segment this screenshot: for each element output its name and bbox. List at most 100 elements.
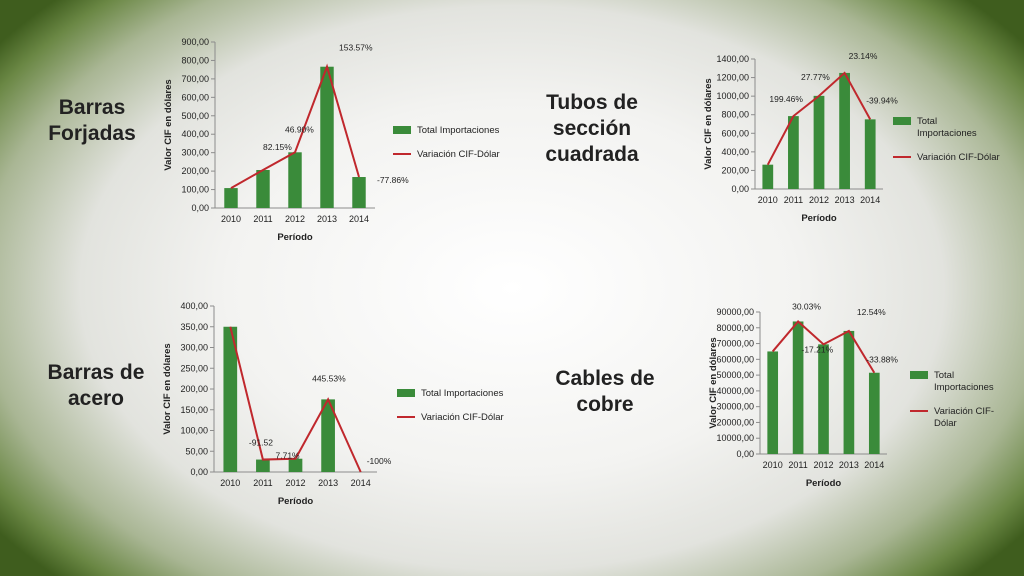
x-tick-label: 2010 [763,460,783,470]
y-tick-label: 80000,00 [716,323,754,333]
bar [352,177,366,208]
chart-barras-forjadas: 0,00 100,00 200,00 300,00 400,00 500,00 600,00… [163,37,500,243]
x-axis-title: Período [801,213,837,224]
legend-label: Variación CIF- [934,406,994,417]
y-tick-label: 350,00 [180,322,208,332]
bar [256,170,270,208]
bar [864,119,876,189]
x-tick-label: 2011 [253,478,272,488]
y-tick-label: 50000,00 [716,370,754,380]
y-tick-label: 900,00 [181,37,209,47]
bar [843,330,855,454]
x-tick-label: 2014 [864,460,884,470]
data-label: 46.90% [285,124,314,134]
data-label: 12.54% [857,307,886,317]
legend-swatch-bar [393,126,411,134]
chart-tubos-seccion-cuadrada: 0,00 200,00 400,00 600,00 800,00 1000,00 1200,… [703,51,1000,224]
bar [813,95,825,189]
line-series [771,320,876,374]
data-label: 445.53% [312,373,346,383]
bar [320,66,334,209]
data-label: 23.14% [849,51,878,61]
label-tubos-seccion-cuadrada: Tubos de sección cuadrada [545,91,639,166]
y-tick-label: 100,00 [181,185,209,195]
legend-label: Variación CIF-Dólar [417,149,500,160]
x-tick-label: 2013 [317,214,337,224]
y-tick-label: 1000,00 [716,91,749,101]
y-tick-label: 200,00 [180,384,208,394]
x-tick-label: 2014 [349,214,369,224]
legend-swatch-bar [397,389,415,397]
y-tick-label: 0,00 [736,449,754,459]
data-label: 199.46% [769,94,803,104]
x-tick-label: 2012 [809,195,829,205]
data-label: -77.86% [377,175,409,185]
bar [288,152,302,208]
label-cables-de-cobre: Cables de cobre [555,367,655,416]
y-tick-label: 1200,00 [716,73,749,83]
y-tick-label: 200,00 [181,166,209,176]
legend-label: Variación CIF-Dólar [917,152,1000,163]
legend-label: Importaciones [917,128,977,139]
bar [818,344,829,454]
data-label: 27.77% [801,72,830,82]
legend-label: Total Importaciones [417,125,500,136]
y-axis-title: Valor CIF en dólares [162,343,173,434]
y-axis-title: Valor CIF en dólares [163,79,174,170]
y-tick-label: 100,00 [180,426,208,436]
y-tick-label: 0,00 [191,203,209,213]
x-tick-label: 2012 [285,214,305,224]
line-series [766,71,872,166]
bar [256,459,270,472]
legend-swatch-bar [893,117,911,125]
y-axis-title: Valor CIF en dólares [708,337,719,428]
legend-label: Total [917,116,937,127]
legend-label: Total Importaciones [421,388,504,399]
chart-cables-de-cobre: 0,00 10000,00 20000,00 30000,00 40000,00 5000… [708,301,994,489]
x-tick-label: 2013 [835,195,855,205]
y-tick-label: 250,00 [180,363,208,373]
x-tick-label: 2014 [860,195,880,205]
y-tick-label: 90000,00 [716,307,754,317]
bar [223,326,238,472]
y-tick-label: 800,00 [721,110,749,120]
x-tick-label: 2011 [788,460,807,470]
bar [288,458,303,472]
bar [868,372,880,454]
y-tick-label: 200,00 [721,165,749,175]
data-label: -17.21% [802,344,834,354]
bar [839,72,850,189]
y-tick-label: 0,00 [190,467,208,477]
legend-swatch-bar [910,371,928,379]
y-tick-label: 10000,00 [716,433,754,443]
data-label: 82.15% [263,142,292,152]
x-tick-label: 2011 [253,214,272,224]
x-tick-label: 2010 [221,214,241,224]
data-label: -91.52 [249,438,273,448]
y-tick-label: 600,00 [181,92,209,102]
data-label: -100% [367,456,392,466]
legend-label: Total [934,370,954,381]
data-label: 153.57% [339,43,373,53]
y-tick-label: 0,00 [731,184,749,194]
bar [788,116,799,189]
y-tick-label: 150,00 [180,405,208,415]
x-tick-label: 2010 [220,478,240,488]
data-label: 30.03% [792,301,821,311]
y-tick-label: 500,00 [181,111,209,121]
y-tick-label: 40000,00 [716,386,754,396]
bar [224,188,238,208]
bar [767,351,779,454]
y-tick-label: 50,00 [185,446,208,456]
label-barras-de-acero: Barras de acero [47,361,145,410]
legend-label: Importaciones [934,382,994,393]
y-tick-label: 400,00 [180,301,208,311]
bar [762,164,774,189]
x-tick-label: 2012 [285,478,305,488]
y-tick-label: 400,00 [721,147,749,157]
bar [792,321,804,454]
y-tick-label: 300,00 [181,148,209,158]
line-series [229,326,362,473]
x-tick-label: 2014 [351,478,371,488]
y-tick-label: 1400,00 [716,54,749,64]
